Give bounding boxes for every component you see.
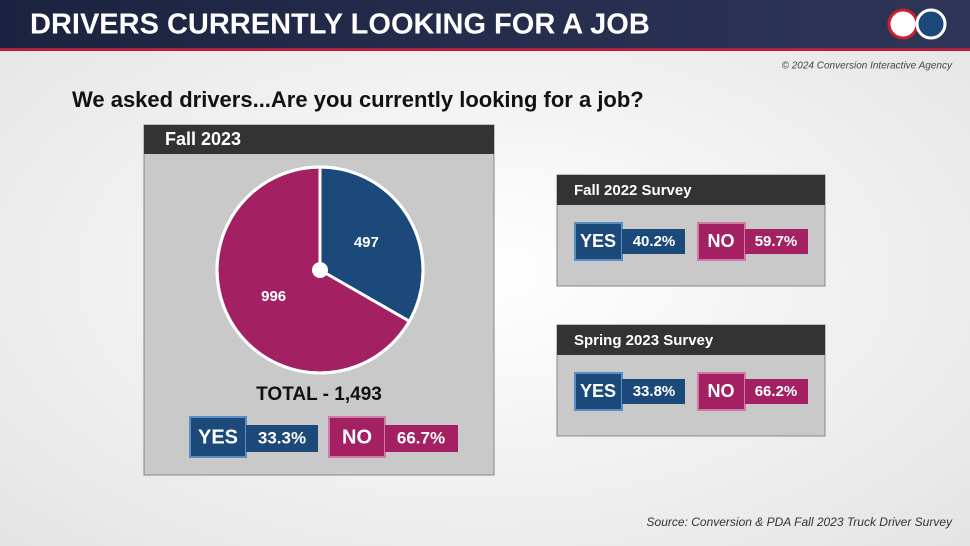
no-pct-box — [745, 229, 808, 254]
survey-title: Fall 2022 Survey — [574, 182, 692, 199]
no-pct-box — [385, 425, 458, 452]
copyright: © 2024 Conversion Interactive Agency — [782, 61, 953, 72]
yes-pct: 33.8% — [633, 383, 676, 400]
slice-label: 996 — [261, 288, 286, 305]
logo — [887, 8, 919, 40]
no-label: NO — [342, 426, 372, 448]
yes-label: YES — [198, 426, 238, 448]
panel-header — [144, 125, 494, 154]
yes-label: YES — [580, 231, 616, 251]
header-bar — [0, 0, 970, 48]
no-label: NO — [708, 231, 735, 251]
header-title: DRIVERS CURRENTLY LOOKING FOR A JOB — [30, 9, 650, 41]
yes-pct: 33.3% — [258, 428, 306, 447]
source: Source: Conversion & PDA Fall 2023 Truck… — [647, 515, 953, 529]
survey-panels: Fall 2022 Survey YES 40.2% NO 59.7% Spring 20… — [556, 174, 826, 437]
survey-header — [557, 325, 825, 355]
yes-pct-box — [622, 229, 685, 254]
yes-pct: 40.2% — [633, 233, 676, 250]
pie-center — [312, 262, 328, 278]
header-rule — [0, 48, 970, 51]
logo — [915, 8, 947, 40]
no-label: NO — [708, 381, 735, 401]
no-pct: 66.7% — [397, 428, 445, 447]
survey-title: Spring 2023 Survey — [574, 332, 714, 349]
no-box — [697, 372, 746, 411]
total-label: TOTAL - 1,493 — [256, 384, 382, 405]
no-pct: 59.7% — [755, 233, 798, 250]
yes-pct-box — [246, 425, 318, 452]
no-pct: 66.2% — [755, 383, 798, 400]
no-pct-box — [745, 379, 808, 404]
pie-border — [215, 165, 425, 375]
survey-header — [557, 175, 825, 205]
slice-label: 497 — [354, 234, 379, 251]
question: We asked drivers...Are you currently loo… — [72, 87, 644, 112]
panel-title: Fall 2023 — [165, 129, 241, 149]
yes-label: YES — [580, 381, 616, 401]
yes-pct-box — [622, 379, 685, 404]
pie: 497 996 — [215, 165, 425, 375]
